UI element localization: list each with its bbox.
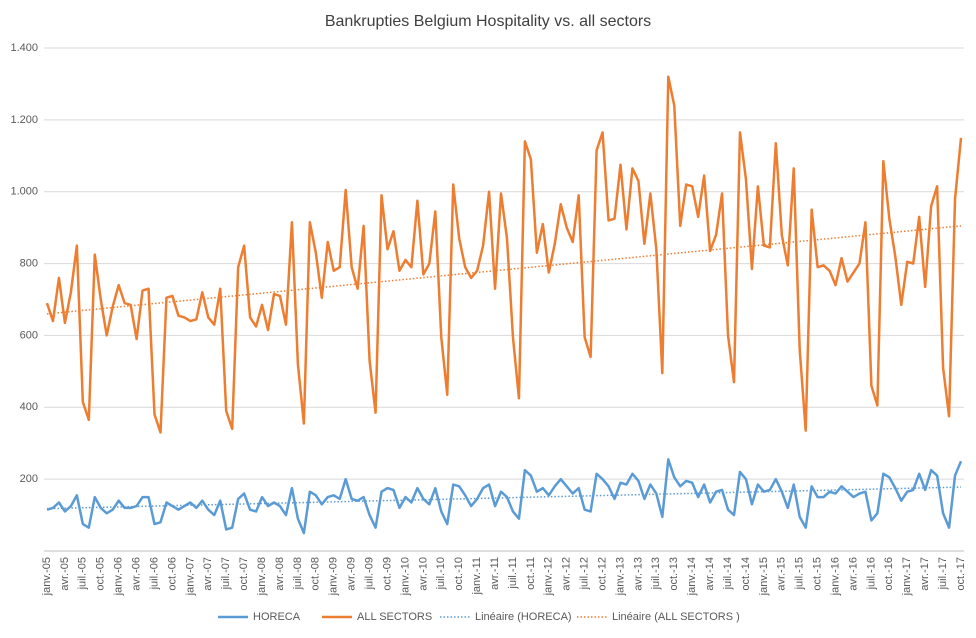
y-tick-label: 400 (20, 401, 38, 413)
x-tick-label: avr.-09 (346, 557, 358, 591)
x-tick-label: avr.-13 (632, 557, 644, 591)
x-tick-label: juil.-08 (292, 557, 304, 590)
x-tick-label: janv.-17 (901, 557, 913, 596)
x-tick-label: juil.-11 (507, 557, 519, 590)
x-tick-label: avr.-07 (202, 557, 214, 591)
x-tick-label: janv.-11 (471, 557, 483, 596)
x-tick-label: juil.-05 (77, 557, 89, 590)
x-tick-label: oct.-11 (525, 557, 537, 590)
x-tick-label: juil.-10 (435, 557, 447, 590)
y-tick-label: 200 (20, 473, 38, 485)
x-tick-label: oct.-05 (95, 557, 107, 591)
x-tick-label: oct.-09 (381, 557, 393, 591)
x-tick-label: juil.-14 (722, 557, 734, 590)
x-tick-label: juil.-07 (220, 557, 232, 590)
chart-title: Bankrupties Belgium Hospitality vs. all … (325, 13, 651, 30)
x-tick-label: janv.-15 (758, 557, 770, 596)
x-tick-label: avr.-14 (704, 557, 716, 591)
x-tick-label: oct.-13 (668, 557, 680, 591)
x-tick-label: oct.-06 (166, 557, 178, 591)
x-tick-label: avr.-08 (274, 557, 286, 591)
x-tick-label: janv.-16 (829, 557, 841, 596)
x-tick-label: oct.-12 (596, 557, 608, 591)
x-tick-label: juil.-06 (148, 557, 160, 590)
legend-label: HORECA (253, 611, 301, 623)
x-tick-label: avr.-06 (131, 557, 143, 591)
legend-label: Linéaire (HORECA) (475, 611, 572, 623)
y-tick-label: 1.400 (10, 42, 38, 54)
x-tick-label: oct.-08 (310, 557, 322, 591)
x-tick-label: janv.-14 (686, 557, 698, 596)
x-tick-label: avr.-15 (776, 557, 788, 591)
x-tick-label: janv.-07 (184, 557, 196, 596)
x-tick-label: avr.-17 (919, 557, 931, 591)
x-tick-label: janv.-12 (543, 557, 555, 596)
x-tick-label: avr.-12 (561, 557, 573, 591)
trend-line (46, 225, 962, 315)
x-tick-label: juil.-09 (363, 557, 375, 590)
x-tick-label: juil.-13 (650, 557, 662, 590)
series-line (46, 458, 963, 535)
x-tick-label: juil.-17 (937, 557, 949, 590)
x-tick-label: janv.-05 (41, 557, 53, 596)
y-tick-label: 1.000 (10, 186, 38, 198)
x-tick-label: janv.-06 (113, 557, 125, 596)
legend-label: Linéaire (ALL SECTORS ) (612, 611, 740, 623)
x-tick-label: oct.-16 (883, 557, 895, 591)
x-tick-label: janv.-08 (256, 557, 268, 596)
series-line (45, 75, 963, 434)
x-tick-label: oct.-10 (453, 557, 465, 591)
x-tick-label: juil.-12 (579, 557, 591, 590)
x-tick-label: juil.-16 (865, 557, 877, 590)
y-tick-label: 1.200 (10, 114, 38, 126)
x-tick-label: oct.-15 (812, 557, 824, 591)
x-tick-label: avr.-11 (489, 557, 501, 590)
x-tick-label: avr.-10 (417, 557, 429, 591)
x-tick-label: juil.-15 (794, 557, 806, 590)
x-tick-label: oct.-14 (740, 557, 752, 591)
x-tick-label: janv.-09 (328, 557, 340, 596)
x-tick-label: avr.-16 (847, 557, 859, 591)
x-tick-label: janv.-10 (399, 557, 411, 596)
y-tick-label: 600 (20, 329, 38, 341)
x-tick-label: oct.-17 (955, 557, 967, 591)
x-tick-label: avr.-05 (59, 557, 71, 591)
legend-label: ALL SECTORS (357, 611, 432, 623)
x-tick-label: janv.-13 (614, 557, 626, 596)
y-tick-label: 800 (20, 257, 38, 269)
x-tick-label: oct.-07 (238, 557, 250, 591)
